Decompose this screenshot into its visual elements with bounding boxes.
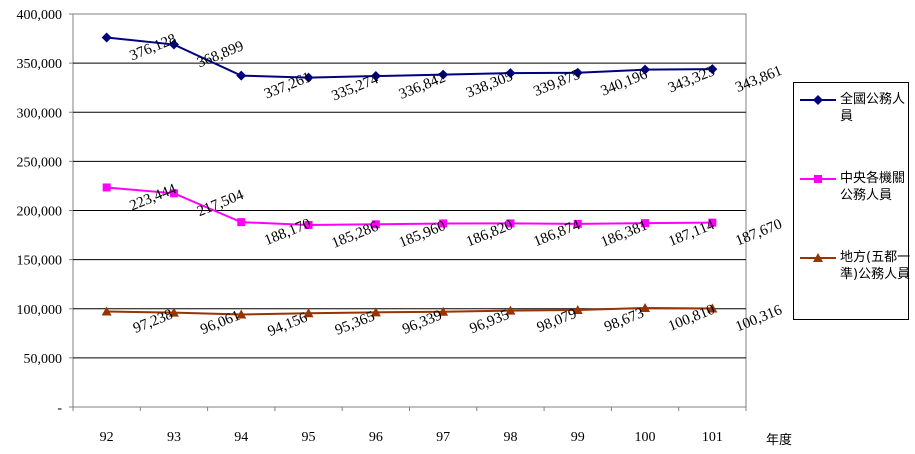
data-point [304, 220, 313, 229]
legend-swatch-triangle-icon [800, 253, 836, 262]
x-tick-label: 100 [635, 430, 656, 445]
data-point [371, 220, 380, 229]
data-point [303, 308, 314, 318]
legend-label-central: 中央各機關公務人員 [840, 171, 906, 203]
x-tick-label: 94 [234, 430, 248, 445]
legend-label-local: 地方(五都一準)公務人員 [840, 250, 911, 282]
y-tick-label: 250,000 [17, 155, 63, 170]
legend-item-local: 地方(五都一準)公務人員 [800, 250, 910, 299]
y-tick-label: - [57, 401, 62, 416]
data-point [237, 218, 246, 227]
y-tick-label: 400,000 [17, 8, 63, 23]
x-tick-label: 101 [702, 430, 723, 445]
data-point [101, 32, 112, 43]
data-point [168, 307, 179, 317]
x-tick-label: 93 [167, 430, 181, 445]
legend-item-national: 全國公務人員 [800, 92, 906, 141]
data-point [572, 67, 583, 78]
series-group [101, 32, 718, 319]
data-point [708, 218, 717, 227]
data-point [439, 219, 448, 228]
x-tick-label: 92 [100, 430, 114, 445]
x-tick-label: 95 [302, 430, 316, 445]
data-point [707, 64, 718, 75]
legend-swatch-diamond-icon [800, 95, 836, 105]
data-point [169, 189, 178, 198]
legend-label-national: 全國公務人員 [840, 92, 906, 124]
data-point [438, 306, 449, 316]
y-tick-label: 100,000 [17, 303, 63, 318]
data-point [572, 305, 583, 315]
y-axis-ticks: - 50,000 100,000 150,000 200,000 250,000 300,0… [17, 8, 73, 416]
data-point [102, 183, 111, 192]
data-point [707, 303, 718, 313]
y-tick-label: 350,000 [17, 57, 63, 72]
data-point [370, 71, 381, 82]
x-tick-label: 98 [503, 430, 517, 445]
data-point [101, 306, 112, 316]
data-point [506, 219, 515, 228]
data-point [168, 39, 179, 50]
data-point [370, 307, 381, 317]
y-tick-label: 50,000 [24, 352, 63, 367]
data-point [438, 69, 449, 80]
y-tick-label: 300,000 [17, 106, 63, 121]
y-tick-label: 150,000 [17, 254, 63, 269]
y-tick-label: 200,000 [17, 205, 63, 220]
x-tick-label: 96 [369, 430, 383, 445]
data-point [641, 219, 650, 228]
legend-item-central: 中央各機關公務人員 [800, 171, 906, 220]
legend-swatch-square-icon [800, 175, 836, 183]
data-point [236, 70, 247, 81]
data-point [640, 302, 651, 312]
x-axis-label: 年度 [766, 432, 792, 448]
data-point [573, 219, 582, 228]
series-line [106, 306, 713, 316]
data-point [505, 68, 516, 79]
x-tick-label: 97 [436, 430, 450, 445]
data-point [640, 64, 651, 75]
x-axis-ticks: 92 93 94 95 96 97 98 99 100 101 [72, 407, 747, 445]
x-tick-label: 99 [571, 430, 585, 445]
data-point [303, 72, 314, 83]
series-line [106, 186, 713, 226]
data-point [505, 305, 516, 315]
data-point [236, 309, 247, 319]
legend: 全國公務人員 中央各機關公務人員 地方(五都一準)公務人員 [793, 82, 910, 320]
series-line [106, 36, 713, 79]
